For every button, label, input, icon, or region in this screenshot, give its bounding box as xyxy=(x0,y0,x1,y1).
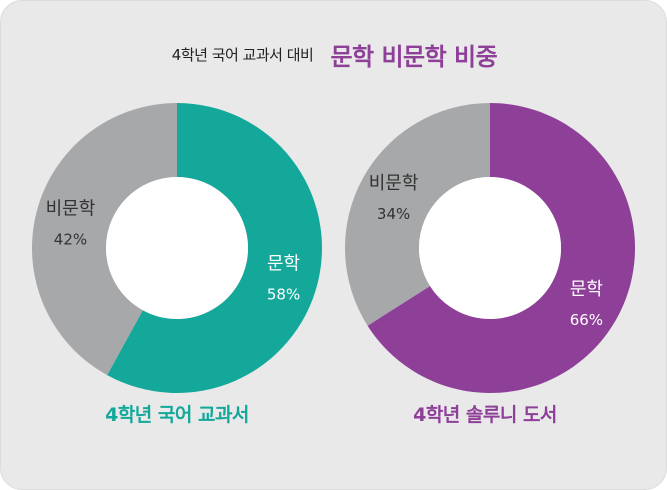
donut-slice-literature xyxy=(367,103,635,393)
donut-hole xyxy=(419,177,561,319)
donut-hole xyxy=(106,177,248,319)
title-main: 문학 비문학 비중 xyxy=(330,43,498,71)
slice-label-literature: 문학 xyxy=(570,279,603,300)
donut-slice-literature xyxy=(107,103,322,393)
slice-label-literature: 문학 xyxy=(267,253,300,274)
donut-slice-nonliterature xyxy=(345,102,490,326)
slice-label-nonliterature: 비문학 xyxy=(369,173,419,194)
donut-chart-textbook: 문학 58% 비문학 42% xyxy=(31,102,322,393)
title-prefix: 4학년 국어 교과서 대비 xyxy=(171,46,314,64)
slice-value-literature: 58% xyxy=(267,285,300,303)
slice-value-nonliterature: 42% xyxy=(54,231,87,249)
slice-label-nonliterature: 비문학 xyxy=(46,199,96,220)
donut-slice-nonliterature xyxy=(31,102,178,376)
donut-chart-solluni: 문학 66% 비문학 34% xyxy=(345,102,635,393)
chart-title: 4학년 국어 교과서 대비 문학 비문학 비중 xyxy=(1,37,667,72)
caption-textbook: 4학년 국어 교과서 xyxy=(105,404,249,426)
caption-solluni: 4학년 솔루니 도서 xyxy=(413,404,557,426)
slice-value-literature: 66% xyxy=(570,311,603,329)
slice-value-nonliterature: 34% xyxy=(377,205,410,223)
